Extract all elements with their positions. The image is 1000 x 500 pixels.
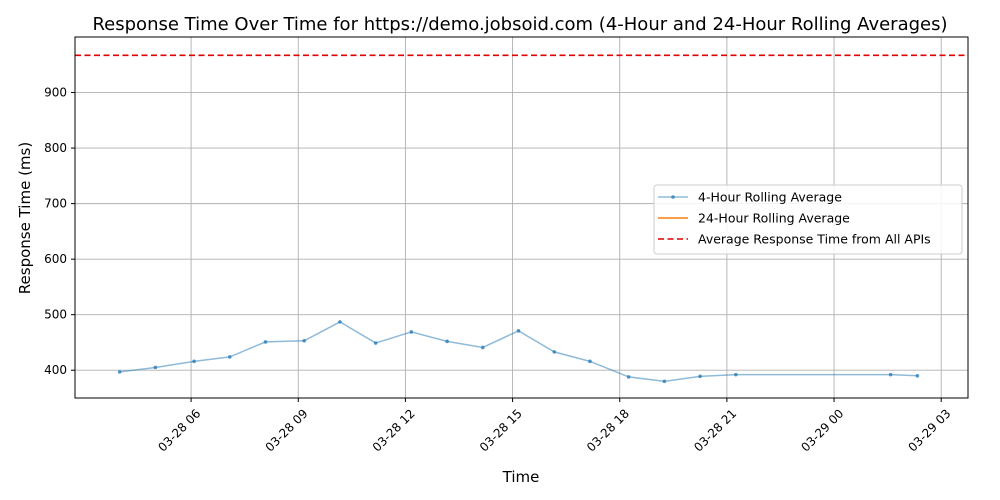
x-tick-label: 03-28 12 [370,406,418,454]
legend-entry-4h: 4-Hour Rolling Average [658,190,842,205]
data-point [373,341,378,345]
chart-title: Response Time Over Time for https://demo… [92,14,947,35]
legend-entry-average: Average Response Time from All APIs [658,232,931,247]
data-point [192,359,196,364]
x-tick-label: 03-29 00 [798,406,846,454]
x-tick-label: 03-28 18 [584,406,632,454]
data-point [153,365,158,370]
x-tick-label: 03-28 21 [691,406,739,454]
x-tick-label: 03-28 15 [477,406,525,454]
legend-entry-24h: 24-Hour Rolling Average [658,211,850,226]
data-point [338,320,342,324]
y-tick-label: 700 [44,197,67,211]
y-axis-title: Response Time (ms) [16,142,34,294]
plot-area-frame [74,36,969,399]
legend-box [653,184,963,255]
data-point [117,370,122,374]
data-point [263,340,268,344]
legend-label: Average Response Time from All APIs [698,232,931,247]
legend-label: 24-Hour Rolling Average [698,211,850,226]
data-point [445,339,449,344]
data-point [588,359,592,364]
data-point [227,355,232,359]
data-point [662,379,667,384]
data-point [915,373,920,378]
axis-ticks: 400 500 600 700 800 900 03-28 06 03-28 09 03-28 … [44,86,953,455]
data-point [481,345,485,350]
x-tick-label: 03-28 06 [155,406,203,454]
y-tick-label: 400 [44,363,67,377]
series-line-4h-rolling-average [119,321,918,383]
y-tick-label: 600 [44,252,67,266]
data-point [734,372,738,377]
x-tick-label: 03-29 03 [906,406,954,454]
series-layer [117,320,920,384]
y-tick-label: 500 [44,308,67,322]
data-point [302,338,307,343]
x-tick-label: 03-28 09 [263,406,311,454]
legend-marker [671,195,675,199]
data-point [888,372,893,377]
y-tick-label: 800 [44,141,67,155]
data-point [516,328,521,333]
data-point [409,330,414,334]
data-point [552,350,557,354]
legend-label: 4-Hour Rolling Average [698,190,842,205]
x-axis-title: Time [502,468,540,486]
data-point [626,375,631,379]
y-tick-label: 900 [44,86,67,100]
legend: 4-Hour Rolling Average 24-Hour Rolling Av… [653,184,963,255]
data-point [698,374,702,379]
